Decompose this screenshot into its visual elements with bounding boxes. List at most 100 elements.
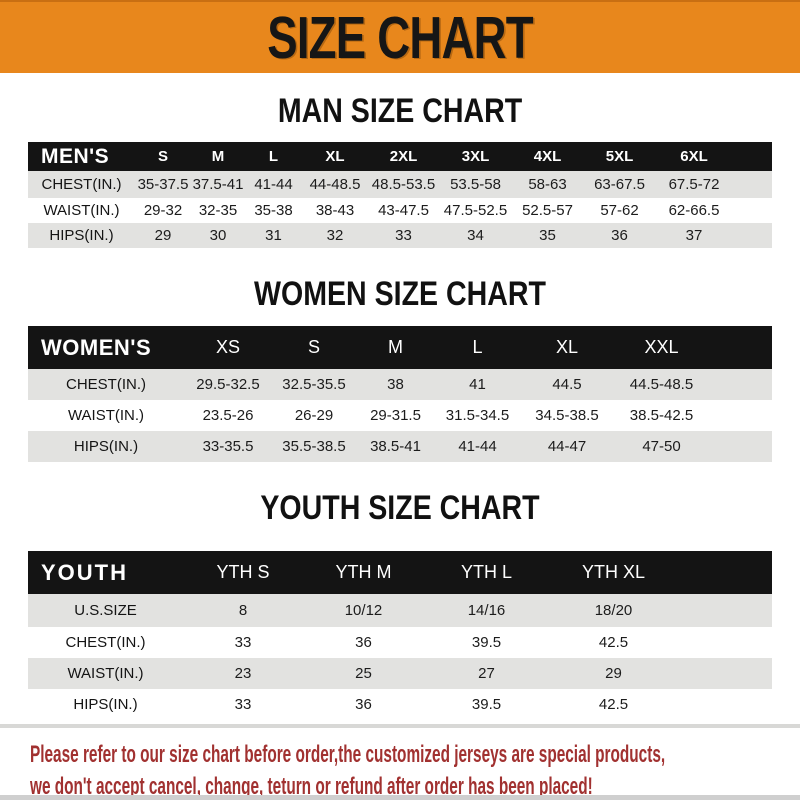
cell: 57-62	[600, 202, 639, 219]
cell: 32	[326, 227, 344, 244]
cell: 18/20	[594, 602, 633, 619]
cell: 30	[209, 227, 227, 244]
table-row: WAIST(IN.) 23 25 27 29	[28, 658, 772, 689]
cell: 39.5	[471, 696, 502, 713]
table-row: CHEST(IN.) 33 36 39.5 42.5	[28, 627, 772, 658]
cell: 31	[265, 227, 282, 244]
cell: 41	[469, 376, 486, 393]
cell: 63-67.5	[594, 176, 645, 193]
column-header: 2XL	[368, 142, 439, 171]
cell: 29	[154, 227, 172, 244]
column-header: YTH L	[424, 551, 549, 594]
cell: 41-44	[458, 438, 497, 455]
spacer-cell	[709, 326, 772, 369]
row-label: CHEST(IN.)	[41, 176, 122, 193]
cell: 29-32	[143, 202, 183, 219]
women-table-header: WOMEN'S XS S M L XL XXL	[28, 326, 772, 369]
cell: 37	[685, 227, 703, 244]
header-row: WOMEN'S XS S M L XL XXL	[28, 326, 772, 369]
cell: 38.5-41	[370, 438, 421, 455]
cell: 29-31.5	[370, 407, 421, 424]
spacer-cell	[709, 431, 772, 462]
section-youth: YOUTH SIZE CHART YOUTH YTH S YTH M YTH L YTH…	[0, 489, 800, 720]
cell: 34	[467, 227, 484, 244]
cell: 52.5-57	[522, 202, 573, 219]
cell: 33-35.5	[202, 438, 254, 455]
cell: 37.5-41	[192, 176, 244, 193]
cell: 23.5-26	[202, 407, 254, 424]
table-corner-label: YOUTH	[28, 551, 183, 594]
table-row: WAIST(IN.) 29-32 32-35 35-38 38-43 43-47.5 47.…	[28, 198, 772, 223]
cell: 58-63	[528, 176, 567, 193]
row-label: CHEST(IN.)	[65, 634, 146, 651]
column-header: YTH XL	[549, 551, 678, 594]
spacer-cell	[709, 369, 772, 400]
table-row: U.S.SIZE 8 10/12 14/16 18/20	[28, 594, 772, 627]
youth-size-table: YOUTH YTH S YTH M YTH L YTH XL U.S.SIZE 8 10/1…	[28, 551, 772, 720]
cell: 44.5	[552, 376, 582, 393]
men-size-table: MEN'S S M L XL 2XL 3XL 4XL 5XL 6XL CHEST(IN.) 35-3…	[28, 142, 772, 248]
cell: 8	[238, 602, 248, 619]
men-table-body: CHEST(IN.) 35-37.5 37.5-41 41-44 44-48.5 48.5…	[28, 171, 772, 248]
banner: SIZE CHART	[0, 0, 800, 73]
cell: 35-37.5	[137, 176, 189, 193]
banner-title: SIZE CHART	[267, 4, 533, 71]
cell: 36	[355, 634, 372, 651]
cell: 41-44	[254, 176, 293, 193]
women-table-body: CHEST(IN.) 29.5-32.5 32.5-35.5 38 41 44.5 44.5…	[28, 369, 772, 462]
section-women: WOMEN SIZE CHART WOMEN'S XS S M L XL XXL CHEST…	[0, 275, 800, 462]
divider-line	[0, 724, 800, 728]
cell: 33	[395, 227, 412, 244]
cell: 36	[611, 227, 628, 244]
cell: 35-38	[254, 202, 293, 219]
spacer-cell	[678, 658, 772, 689]
column-header: M	[191, 142, 245, 171]
column-header: XL	[520, 326, 614, 369]
table-row: HIPS(IN.) 33-35.5 35.5-38.5 38.5-41 41-44 44-…	[28, 431, 772, 462]
spacer-cell	[709, 400, 772, 431]
cell: 38	[387, 376, 404, 393]
column-header: XXL	[614, 326, 709, 369]
cell: 47-50	[642, 438, 681, 455]
row-label: WAIST(IN.)	[67, 665, 144, 682]
cell: 43-47.5	[378, 202, 429, 219]
youth-section-title: YOUTH SIZE CHART	[260, 489, 540, 527]
men-section-title: MAN SIZE CHART	[277, 92, 523, 130]
spacer-cell	[678, 689, 772, 720]
cell: 32.5-35.5	[282, 376, 346, 393]
column-header: S	[135, 142, 191, 171]
table-row: HIPS(IN.) 33 36 39.5 42.5	[28, 689, 772, 720]
header-row: MEN'S S M L XL 2XL 3XL 4XL 5XL 6XL	[28, 142, 772, 171]
row-label: CHEST(IN.)	[66, 376, 146, 393]
cell: 25	[355, 665, 372, 682]
cell: 33	[234, 634, 252, 651]
table-corner-label: MEN'S	[28, 142, 135, 171]
cell: 34.5-38.5	[535, 407, 599, 424]
column-header: 5XL	[583, 142, 656, 171]
bottom-edge-strip	[0, 795, 800, 800]
cell: 44.5-48.5	[629, 376, 694, 393]
cell: 35	[539, 227, 556, 244]
cell: 42.5	[598, 696, 629, 713]
spacer-cell	[732, 198, 772, 223]
cell: 10/12	[344, 602, 383, 619]
cell: 33	[234, 696, 252, 713]
column-header: YTH M	[303, 551, 424, 594]
section-men: MAN SIZE CHART MEN'S S M L XL 2XL 3XL 4XL 5XL 6XL…	[0, 92, 800, 248]
column-header: L	[245, 142, 302, 171]
women-size-table: WOMEN'S XS S M L XL XXL CHEST(IN.) 29.5-32.5 32.…	[28, 326, 772, 462]
cell: 44-48.5	[309, 176, 361, 193]
cell: 48.5-53.5	[371, 176, 436, 193]
cell: 67.5-72	[668, 176, 720, 193]
cell: 27	[478, 665, 495, 682]
header-row: YOUTH YTH S YTH M YTH L YTH XL	[28, 551, 772, 594]
table-row: WAIST(IN.) 23.5-26 26-29 29-31.5 31.5-34.5 34…	[28, 400, 772, 431]
column-header: 3XL	[439, 142, 512, 171]
cell: 23	[234, 665, 252, 682]
column-header: XS	[184, 326, 272, 369]
cell: 26-29	[294, 407, 334, 424]
spacer-cell	[732, 223, 772, 248]
spacer-cell	[732, 171, 772, 198]
youth-table-header: YOUTH YTH S YTH M YTH L YTH XL	[28, 551, 772, 594]
